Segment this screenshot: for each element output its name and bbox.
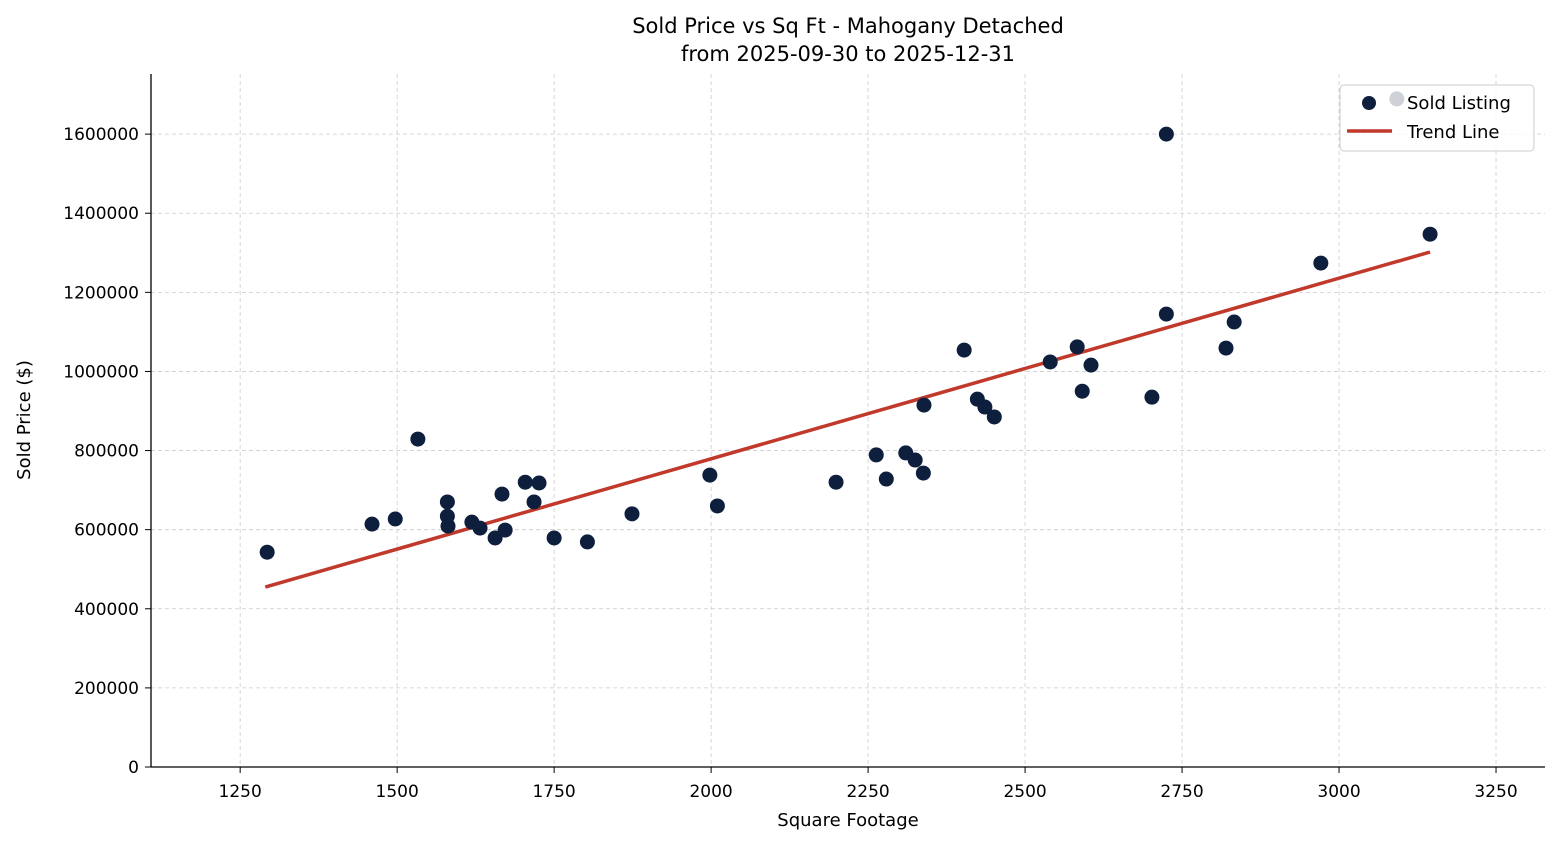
- x-tick-label: 1250: [219, 782, 262, 802]
- grid: [151, 74, 1545, 768]
- legend-label-sold-listing: Sold Listing: [1407, 93, 1511, 114]
- x-tick-label: 1500: [376, 782, 419, 802]
- data-point: [1218, 340, 1234, 356]
- y-tick-label: 1400000: [63, 204, 139, 224]
- data-point: [546, 530, 562, 546]
- data-point: [497, 522, 513, 538]
- y-tick-label: 200000: [74, 679, 139, 699]
- x-tick-label: 2000: [689, 782, 732, 802]
- data-point: [531, 475, 547, 491]
- data-point: [487, 530, 503, 546]
- data-point: [526, 494, 542, 510]
- data-point: [1158, 306, 1174, 322]
- trend-line-layer: [264, 250, 1431, 589]
- points-layer: [259, 91, 1438, 560]
- x-tick-label: 2750: [1160, 782, 1203, 802]
- data-point: [1074, 383, 1090, 399]
- data-point: [1083, 357, 1099, 373]
- data-point: [579, 534, 595, 550]
- data-point: [916, 397, 932, 413]
- y-tick-label: 0: [128, 758, 139, 778]
- x-axis-label: Square Footage: [777, 810, 918, 831]
- x-tick-label: 3000: [1317, 782, 1360, 802]
- y-tick-label: 1000000: [63, 362, 139, 382]
- data-point: [907, 452, 923, 468]
- data-point: [387, 511, 403, 527]
- data-point: [828, 474, 844, 490]
- chart-title: Sold Price vs Sq Ft - Mahogany Detached: [632, 14, 1064, 38]
- data-point: [878, 471, 894, 487]
- x-tick-label: 2250: [846, 782, 889, 802]
- axes: 1250 1500 1750 2000 2250 2500 2750 3000 3250 0 200…: [63, 74, 1545, 802]
- x-tick-label: 3250: [1474, 782, 1517, 802]
- legend-marker-sold-listing: [1362, 96, 1376, 110]
- chart-subtitle: from 2025-09-30 to 2025-12-31: [681, 42, 1015, 66]
- data-point: [1158, 126, 1174, 142]
- data-point: [364, 516, 380, 532]
- data-point: [410, 431, 426, 447]
- y-tick-label: 800000: [74, 442, 139, 462]
- data-point: [868, 447, 884, 463]
- data-point: [624, 506, 640, 522]
- data-point: [494, 486, 510, 502]
- data-point: [977, 399, 993, 415]
- y-tick-label: 1600000: [63, 125, 139, 145]
- data-point: [1422, 226, 1438, 242]
- data-point: [472, 520, 488, 536]
- data-point: [1313, 255, 1329, 271]
- data-point: [440, 518, 456, 534]
- data-point: [709, 498, 725, 514]
- data-point: [1144, 389, 1160, 405]
- data-point: [702, 467, 718, 483]
- y-tick-label: 600000: [74, 521, 139, 541]
- x-tick-label: 1750: [532, 782, 575, 802]
- legend-box: [1339, 84, 1535, 152]
- data-point: [517, 474, 533, 490]
- data-point: [1069, 339, 1085, 355]
- x-tick-label: 2500: [1003, 782, 1046, 802]
- trend-line: [264, 250, 1431, 589]
- y-tick-label: 1200000: [63, 283, 139, 303]
- data-point: [439, 494, 455, 510]
- y-tick-label: 400000: [74, 600, 139, 620]
- data-point: [986, 409, 1002, 425]
- legend: Sold Listing Trend Line: [1339, 84, 1535, 152]
- legend-label-trend-line: Trend Line: [1406, 122, 1500, 143]
- data-point: [1226, 314, 1242, 330]
- y-axis-label: Sold Price ($): [14, 360, 35, 480]
- data-point: [259, 544, 275, 560]
- data-point: [1042, 354, 1058, 370]
- data-point: [915, 465, 931, 481]
- data-point: [956, 342, 972, 358]
